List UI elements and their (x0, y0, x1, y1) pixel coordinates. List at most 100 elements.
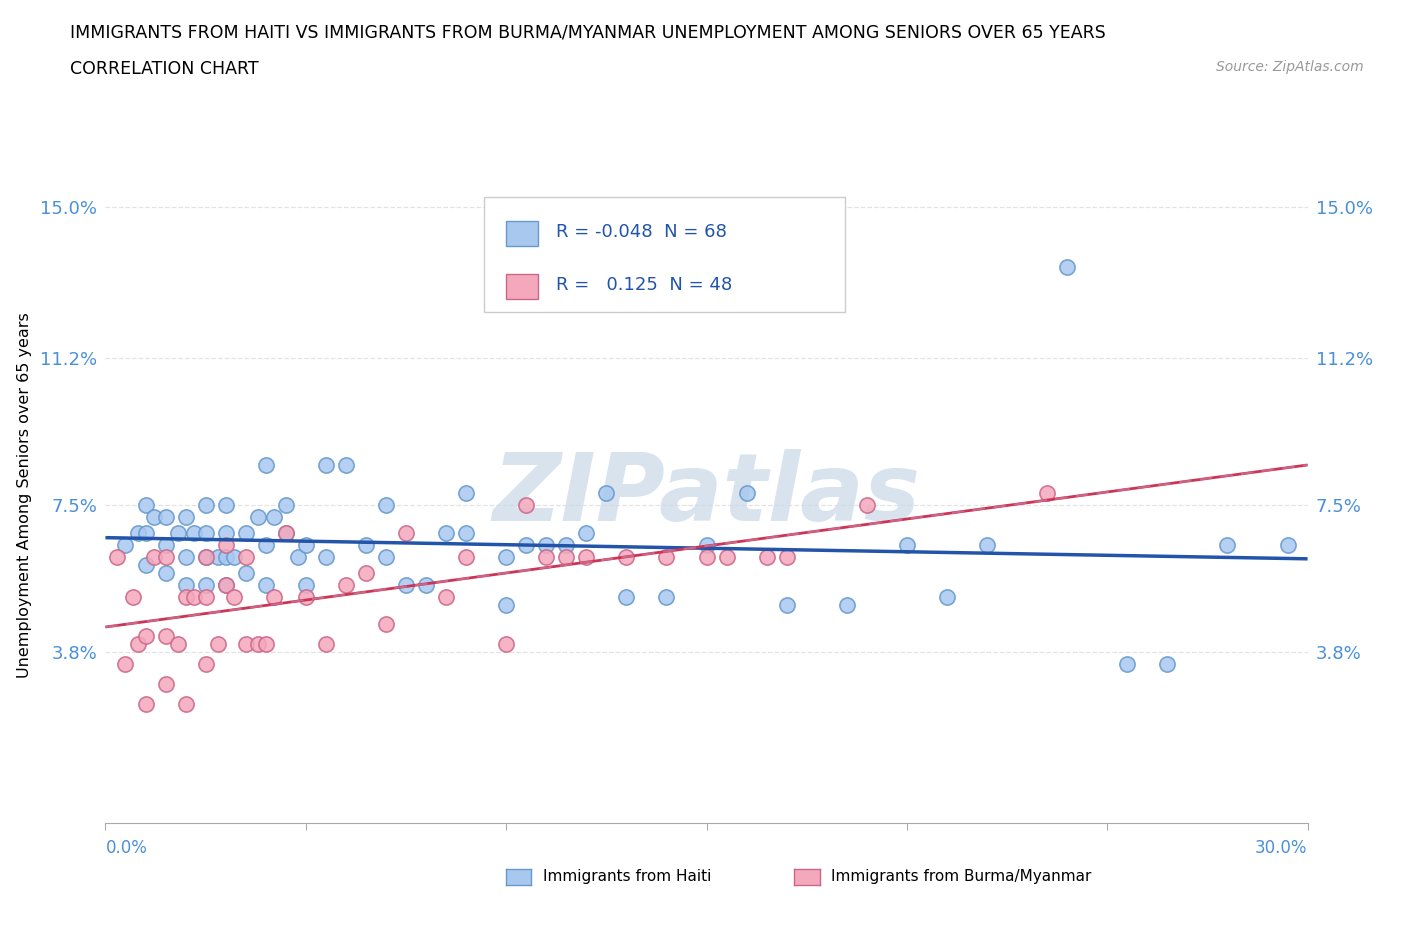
FancyBboxPatch shape (506, 221, 537, 246)
Text: 0.0%: 0.0% (105, 839, 148, 857)
Point (214, 525, 236, 540)
Point (194, 525, 217, 540)
Y-axis label: Unemployment Among Seniors over 65 years: Unemployment Among Seniors over 65 years (17, 312, 32, 678)
Point (155, 565, 177, 580)
Point (127, 637, 149, 652)
Point (174, 697, 197, 711)
Point (235, 565, 257, 580)
Point (135, 498, 157, 512)
Point (515, 538, 537, 552)
Point (155, 629, 177, 644)
Text: R = -0.048  N = 68: R = -0.048 N = 68 (555, 223, 727, 242)
Point (315, 637, 337, 652)
Text: R =   0.125  N = 48: R = 0.125 N = 48 (555, 276, 733, 294)
Point (166, 525, 188, 540)
Point (135, 557, 157, 572)
Point (246, 637, 269, 652)
Point (174, 510, 197, 525)
Point (207, 550, 229, 565)
Point (254, 637, 277, 652)
Point (896, 538, 918, 552)
Point (335, 578, 357, 592)
Point (254, 578, 277, 592)
Point (575, 550, 598, 565)
Point (107, 550, 129, 565)
Point (555, 550, 578, 565)
Point (515, 498, 537, 512)
Point (127, 525, 149, 540)
Point (776, 597, 799, 612)
Point (183, 525, 205, 540)
Point (835, 597, 858, 612)
Point (174, 578, 197, 592)
Point (214, 578, 236, 592)
Point (122, 589, 145, 604)
Point (295, 589, 318, 604)
Point (254, 458, 277, 472)
Point (454, 525, 477, 540)
Point (174, 589, 197, 604)
Point (776, 550, 799, 565)
Point (246, 510, 269, 525)
Point (142, 550, 165, 565)
Text: IMMIGRANTS FROM HAITI VS IMMIGRANTS FROM BURMA/MYANMAR UNEMPLOYMENT AMONG SENIOR: IMMIGRANTS FROM HAITI VS IMMIGRANTS FROM… (70, 23, 1107, 41)
Point (755, 550, 778, 565)
Text: Source: ZipAtlas.com: Source: ZipAtlas.com (1216, 60, 1364, 74)
Point (434, 589, 457, 604)
Point (274, 498, 297, 512)
Point (616, 550, 638, 565)
Point (534, 538, 557, 552)
Point (214, 498, 236, 512)
Point (454, 550, 477, 565)
Point (454, 485, 477, 500)
Point (194, 550, 217, 565)
Point (1056, 259, 1078, 274)
Point (1277, 538, 1299, 552)
Point (696, 550, 718, 565)
Text: 30.0%: 30.0% (1256, 839, 1308, 857)
Point (595, 485, 617, 500)
Point (374, 550, 398, 565)
Point (696, 538, 718, 552)
Point (716, 550, 738, 565)
Text: Immigrants from Burma/Myanmar: Immigrants from Burma/Myanmar (831, 870, 1091, 884)
Point (534, 550, 557, 565)
Point (354, 538, 377, 552)
Point (222, 589, 245, 604)
Point (274, 525, 297, 540)
Point (1116, 657, 1139, 671)
Point (374, 617, 398, 631)
Point (315, 550, 337, 565)
Point (335, 458, 357, 472)
Point (166, 637, 188, 652)
Point (495, 597, 517, 612)
Point (155, 538, 177, 552)
Point (395, 578, 418, 592)
Point (235, 525, 257, 540)
Point (315, 458, 337, 472)
Point (194, 550, 217, 565)
Point (183, 589, 205, 604)
Point (287, 550, 309, 565)
Point (1036, 485, 1059, 500)
Point (855, 498, 877, 512)
Text: ZIPatlas: ZIPatlas (492, 449, 921, 541)
Point (155, 510, 177, 525)
FancyBboxPatch shape (506, 274, 537, 299)
Text: CORRELATION CHART: CORRELATION CHART (70, 60, 259, 78)
Point (214, 538, 236, 552)
Point (976, 538, 998, 552)
Point (295, 538, 318, 552)
FancyBboxPatch shape (484, 197, 845, 312)
Point (1216, 538, 1239, 552)
Point (263, 589, 285, 604)
Point (135, 697, 157, 711)
Point (735, 485, 758, 500)
Point (415, 578, 437, 592)
Point (114, 538, 136, 552)
Point (235, 550, 257, 565)
Point (135, 629, 157, 644)
Point (395, 525, 418, 540)
Point (434, 525, 457, 540)
Point (214, 550, 236, 565)
